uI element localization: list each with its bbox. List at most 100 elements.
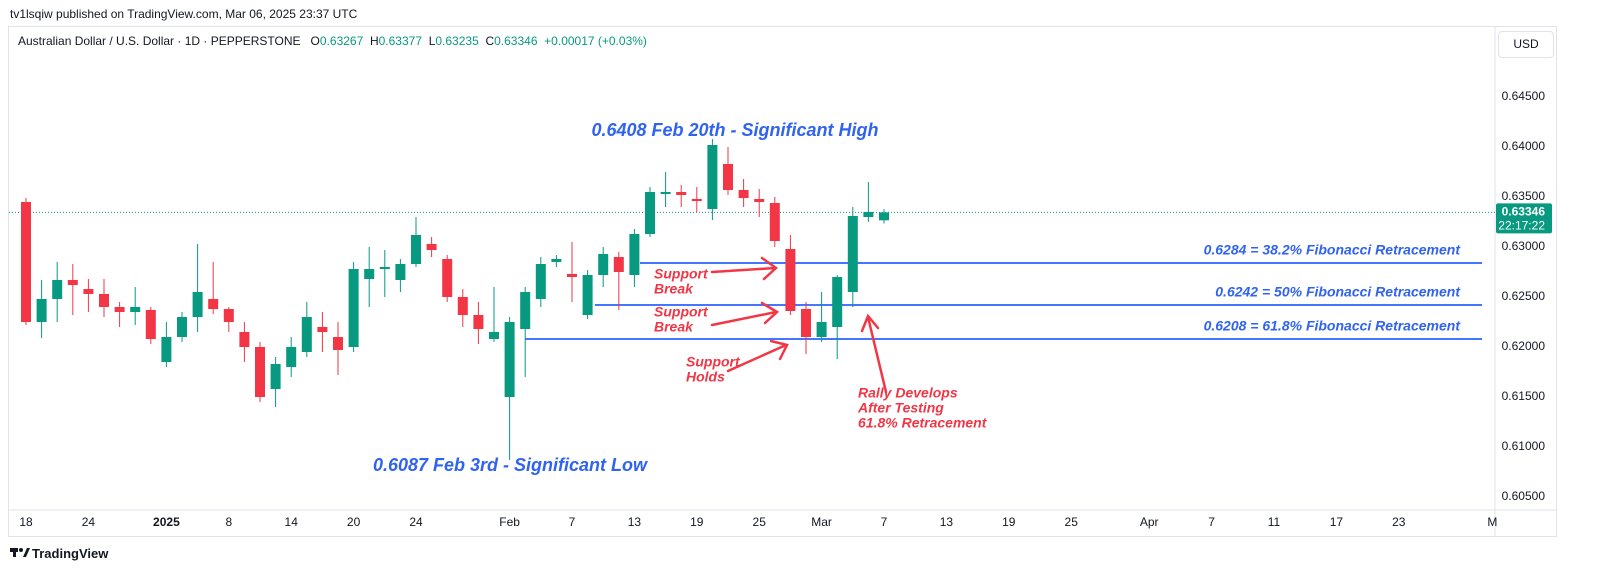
brand: TradingView xyxy=(32,546,109,561)
note: Rally Develops xyxy=(858,385,958,401)
candle-body xyxy=(832,277,843,327)
note: Holds xyxy=(686,369,725,385)
x-tick-label: 17 xyxy=(1330,515,1344,529)
x-tick-label: 19 xyxy=(1002,515,1016,529)
candle-body xyxy=(130,307,141,312)
candle-body xyxy=(863,212,874,217)
candle-body xyxy=(520,292,531,329)
change: +0.00017 (+0.03%) xyxy=(544,34,647,48)
y-tick-label: 0.62000 xyxy=(1502,339,1546,353)
x-tick-label: 25 xyxy=(1065,515,1079,529)
candle-body xyxy=(707,145,718,209)
x-tick-label: 7 xyxy=(1208,515,1215,529)
ohlc-value: 0.63267 xyxy=(319,34,364,48)
candle-body xyxy=(270,364,281,389)
fib-label: 0.6208 = 61.8% Fibonacci Retracement xyxy=(1204,318,1462,334)
arrow xyxy=(860,313,888,394)
candle-body xyxy=(301,317,312,352)
candle-body xyxy=(754,199,765,202)
ohlc-value: 0.63377 xyxy=(378,34,423,48)
candle-body xyxy=(67,280,78,285)
logo-part xyxy=(13,548,16,557)
candle-body xyxy=(660,192,671,194)
candle-body xyxy=(879,212,889,221)
y-tick-label: 0.61500 xyxy=(1502,389,1546,403)
candle-body xyxy=(598,254,609,275)
arrow xyxy=(710,256,778,281)
ohlc-label: C xyxy=(485,34,495,48)
candle-body xyxy=(411,235,421,264)
candle-body xyxy=(255,347,265,397)
candle-body xyxy=(208,299,219,309)
x-tick-label: Apr xyxy=(1140,515,1159,529)
candle-body xyxy=(99,294,109,307)
ohlc-label: O xyxy=(310,34,320,48)
candle-body xyxy=(801,309,811,337)
publisher-note: tv1lsqiw published on TradingView.com, M… xyxy=(10,7,358,21)
candle-body xyxy=(847,216,858,292)
candle-body xyxy=(738,190,749,198)
arrow xyxy=(710,301,780,327)
brand-logo xyxy=(10,548,30,557)
symbol: Australian Dollar / U.S. Dollar · 1D · P… xyxy=(18,34,301,48)
fib-label: 0.6284 = 38.2% Fibonacci Retracement xyxy=(1204,242,1462,258)
note: Support xyxy=(654,304,709,320)
x-tick-label: Feb xyxy=(499,515,520,529)
candle-body xyxy=(145,310,156,339)
candle-body xyxy=(613,257,624,272)
candle-body xyxy=(489,332,499,339)
x-tick-label: 7 xyxy=(569,515,576,529)
candle-body xyxy=(83,289,94,294)
x-tick-label: 13 xyxy=(628,515,642,529)
x-tick-label: 2025 xyxy=(153,515,180,529)
candle-body xyxy=(723,164,733,190)
candle-body xyxy=(348,269,359,347)
y-tick-label: 0.64500 xyxy=(1502,89,1546,103)
x-tick-label: 11 xyxy=(1268,515,1281,529)
y-tick-label: 0.63500 xyxy=(1502,189,1546,203)
fib-label: 0.6242 = 50% Fibonacci Retracement xyxy=(1215,284,1461,300)
note: Support xyxy=(686,354,741,370)
candle-body xyxy=(36,299,47,322)
candle-body xyxy=(442,259,453,297)
candle-body xyxy=(161,337,172,362)
y-tick-label: 0.61000 xyxy=(1502,439,1546,453)
candle-body xyxy=(21,202,31,322)
candle-body xyxy=(114,307,125,312)
candle-body xyxy=(629,234,640,275)
x-tick-label: 23 xyxy=(1392,515,1406,529)
candle-body xyxy=(582,275,593,315)
logo-part xyxy=(23,548,30,557)
logo-part xyxy=(19,548,23,552)
annotation: 0.6087 Feb 3rd - Significant Low xyxy=(373,455,648,475)
ohlc-value: 0.63235 xyxy=(435,34,479,48)
x-tick-label: 8 xyxy=(225,515,232,529)
candle-body xyxy=(816,322,827,337)
x-tick-label: Mar xyxy=(811,515,832,529)
candle-body xyxy=(645,192,655,234)
candle-body xyxy=(317,327,328,332)
candle-body xyxy=(286,347,297,367)
candle-body xyxy=(52,280,63,299)
y-tick-label: 0.64000 xyxy=(1502,139,1546,153)
candle-body xyxy=(395,264,406,280)
candle-body xyxy=(426,244,437,250)
x-tick-label: 13 xyxy=(940,515,954,529)
currency-button[interactable]: USD xyxy=(1498,31,1554,58)
x-tick-label: 25 xyxy=(753,515,767,529)
x-tick-label: 7 xyxy=(881,515,888,529)
x-tick-label: 24 xyxy=(409,515,423,529)
annotation: 0.6408 Feb 20th - Significant High xyxy=(591,120,878,140)
candle-body xyxy=(769,203,780,241)
candle-body xyxy=(192,292,203,317)
candle-body xyxy=(691,199,702,201)
countdown: 22:17:22 xyxy=(1498,219,1545,233)
arrows xyxy=(710,256,888,394)
candle-body xyxy=(785,249,796,311)
marks: 0.60500 0.61000 0.61500 0.62000 0.62500 0.630… xyxy=(9,89,1552,529)
x-tick-label: 19 xyxy=(690,515,704,529)
candle-body xyxy=(504,322,515,397)
candle-body xyxy=(177,317,187,337)
